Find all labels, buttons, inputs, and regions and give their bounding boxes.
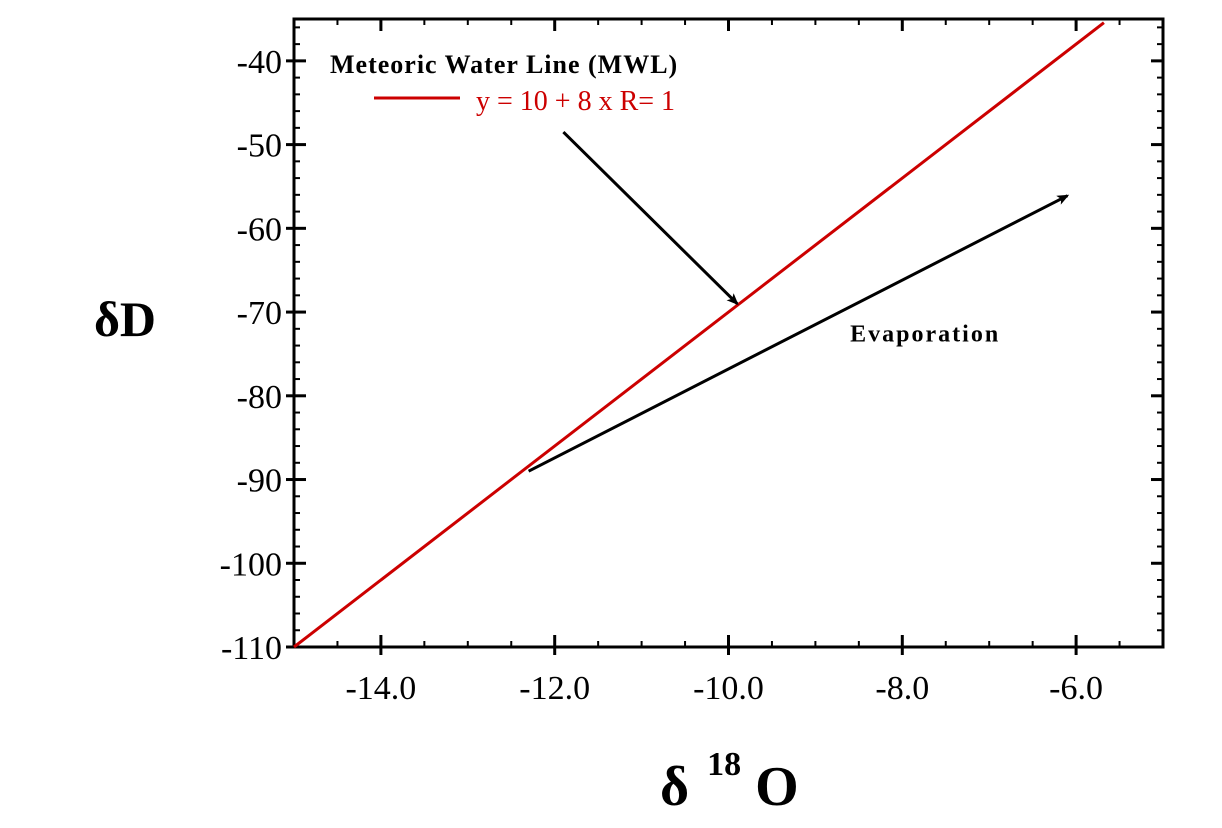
y-axis-label: δD bbox=[94, 291, 156, 347]
evaporation-label: Evaporation bbox=[850, 321, 1000, 347]
y-tick-label: -90 bbox=[237, 463, 282, 500]
x-axis-label-main: δ bbox=[660, 756, 689, 818]
y-tick-label: -40 bbox=[237, 44, 282, 81]
mwl-pointer-arrow bbox=[562, 130, 739, 306]
y-tick-label: -50 bbox=[237, 128, 282, 165]
x-tick-label: -10.0 bbox=[693, 670, 764, 707]
x-tick-label: -6.0 bbox=[1049, 670, 1103, 707]
mwl-series-line bbox=[293, 21, 1105, 649]
y-tick-label: -100 bbox=[220, 546, 282, 583]
x-axis-label-suffix: O bbox=[755, 756, 799, 818]
evaporation-arrow bbox=[527, 194, 1070, 473]
x-tick-label: -12.0 bbox=[519, 670, 590, 707]
x-tick-label: -8.0 bbox=[875, 670, 929, 707]
y-tick-label: -60 bbox=[237, 211, 282, 248]
y-tick-label: -80 bbox=[237, 379, 282, 416]
y-tick-label: -110 bbox=[221, 630, 282, 667]
legend-title: Meteoric Water Line (MWL) bbox=[330, 50, 678, 79]
plot-frame bbox=[292, 17, 1165, 649]
x-axis-label: δ 18 O bbox=[660, 726, 799, 818]
x-axis-label-sup: 18 bbox=[707, 746, 741, 783]
legend-entry: y = 10 + 8 x R= 1 bbox=[476, 86, 675, 117]
x-tick-label: -14.0 bbox=[345, 670, 416, 707]
y-tick-label: -70 bbox=[237, 295, 282, 332]
